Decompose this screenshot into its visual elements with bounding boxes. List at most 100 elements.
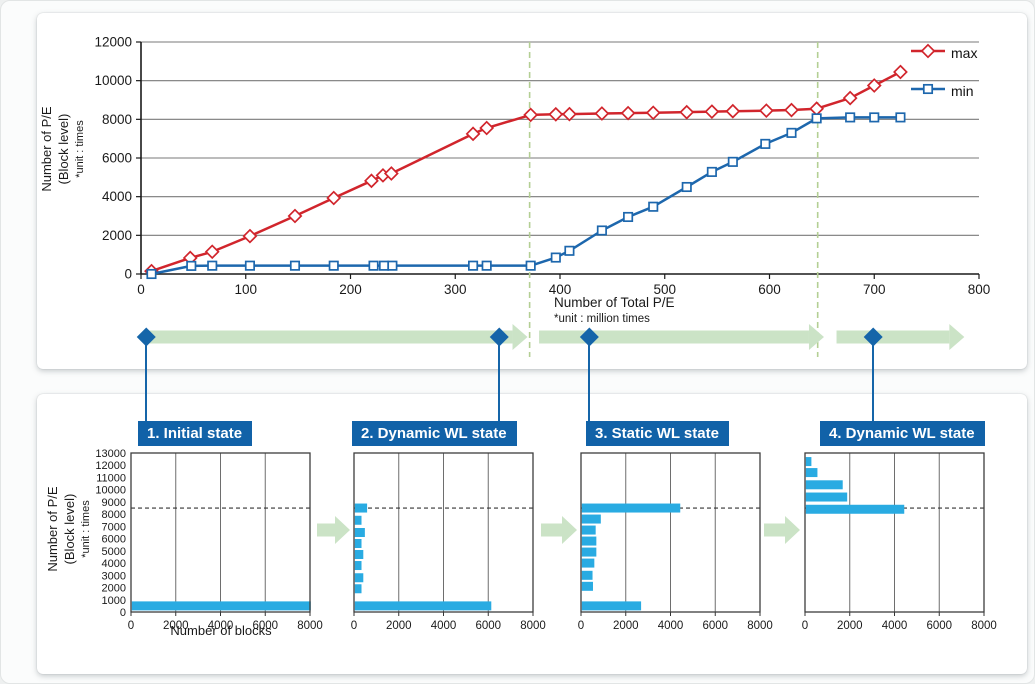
- pe-count-bar: [354, 561, 362, 571]
- svg-text:5000: 5000: [102, 546, 126, 558]
- pe-count-bar: [131, 601, 311, 611]
- plot-area: 0 2000 4000 6000 8000 10000 12000 0 100 200 300 400…: [94, 35, 991, 357]
- svg-text:2000: 2000: [613, 620, 639, 632]
- x-axis-title-unit: *unit : million times: [554, 313, 650, 326]
- svg-text:11000: 11000: [96, 472, 126, 484]
- svg-text:0: 0: [137, 282, 145, 297]
- svg-text:4000: 4000: [882, 620, 908, 632]
- svg-text:2000: 2000: [386, 620, 412, 632]
- blocks-x-axis-title: Number of blocks: [170, 623, 272, 638]
- pe-count-bar: [581, 581, 593, 591]
- state-transition-arrows: [317, 516, 800, 544]
- svg-text:500: 500: [653, 282, 676, 297]
- legend-item-max: max: [911, 43, 977, 62]
- pe-count-bar: [805, 504, 905, 514]
- pe-count-bar: [354, 550, 364, 560]
- mini-plot: 0 2000 4000 6000 8000: [578, 452, 773, 632]
- svg-text:9000: 9000: [102, 497, 126, 509]
- svg-text:12000: 12000: [94, 35, 132, 50]
- svg-text:10000: 10000: [95, 485, 126, 497]
- svg-text:8000: 8000: [971, 620, 997, 632]
- pe-trend-panel: Number of P/E (Block level) *unit : time…: [37, 13, 1027, 369]
- state-connector-line-3: [588, 337, 591, 421]
- svg-text:6000: 6000: [926, 620, 952, 632]
- svg-text:0: 0: [578, 620, 584, 632]
- svg-text:8000: 8000: [102, 112, 132, 127]
- svg-text:10000: 10000: [94, 73, 132, 88]
- svg-text:4000: 4000: [208, 620, 234, 632]
- svg-text:0: 0: [128, 620, 134, 632]
- pe-count-bar: [805, 457, 812, 467]
- histogram-static-wl: 0 2000 4000 6000 8000: [578, 452, 773, 632]
- svg-text:2000: 2000: [102, 228, 132, 243]
- svg-text:4000: 4000: [102, 189, 132, 204]
- legend-max-marker-icon: [911, 43, 945, 62]
- pe-count-bar: [581, 525, 596, 535]
- mini-plot: 0 2000 4000 6000 8000: [802, 452, 997, 632]
- legend-item-min: min: [911, 81, 974, 100]
- x-axis-title-text: Number of Total P/E: [554, 295, 675, 310]
- pe-count-bar: [354, 601, 492, 611]
- state-connector-line-4: [872, 337, 875, 421]
- wl-states-panel: Number of P/E (Block level) *unit : time…: [37, 394, 1027, 674]
- svg-text:700: 700: [863, 282, 886, 297]
- legend-min-label: min: [951, 82, 974, 99]
- svg-text:8000: 8000: [297, 620, 323, 632]
- svg-text:300: 300: [444, 282, 467, 297]
- svg-text:0: 0: [120, 607, 126, 619]
- pe-count-bar: [354, 515, 362, 525]
- pe-count-bar: [581, 570, 593, 580]
- state-label-initial: 1. Initial state: [138, 421, 253, 446]
- svg-text:100: 100: [234, 282, 257, 297]
- pe-count-bar: [354, 584, 362, 594]
- histogram-dynamic-wl-2: 0 2000 4000 6000 8000: [802, 452, 997, 632]
- svg-text:6000: 6000: [252, 620, 278, 632]
- svg-text:3000: 3000: [102, 570, 126, 582]
- svg-text:8000: 8000: [747, 620, 773, 632]
- pe-count-bar: [354, 503, 368, 513]
- svg-text:400: 400: [549, 282, 572, 297]
- svg-text:0: 0: [802, 620, 808, 632]
- histogram-initial-state: 0 2000 4000 6000 800013000120001100010000900…: [95, 448, 322, 632]
- pe-count-bar: [354, 573, 364, 583]
- svg-text:4000: 4000: [658, 620, 684, 632]
- legend-min-marker-icon: [911, 81, 945, 100]
- pe-trend-chart: 0 2000 4000 6000 8000 10000 12000 0 100 200 300 400…: [94, 35, 991, 357]
- svg-text:1000: 1000: [102, 595, 126, 607]
- svg-text:6000: 6000: [102, 534, 126, 546]
- state-connector-line-1: [145, 337, 148, 421]
- histogram-dynamic-wl-1: 0 2000 4000 6000 8000: [351, 452, 546, 632]
- pe-timeline: [136, 324, 965, 350]
- state-label-static-wl: 3. Static WL state: [586, 421, 729, 446]
- svg-text:7000: 7000: [102, 521, 126, 533]
- svg-text:600: 600: [758, 282, 781, 297]
- svg-text:2000: 2000: [163, 620, 189, 632]
- mini-plot: 0 2000 4000 6000 8000: [351, 452, 546, 632]
- svg-text:4000: 4000: [102, 558, 126, 570]
- top-x-axis-title: Number of Total P/E *unit : million time…: [554, 294, 675, 328]
- pe-count-bar: [581, 503, 681, 513]
- pe-count-bar: [581, 547, 597, 557]
- svg-text:8000: 8000: [102, 509, 126, 521]
- state-label-dynamic-wl-2: 4. Dynamic WL state: [820, 421, 985, 446]
- svg-text:800: 800: [968, 282, 991, 297]
- mini-plot: 0 2000 4000 6000 800013000120001100010000900…: [95, 448, 322, 632]
- svg-text:2000: 2000: [837, 620, 863, 632]
- pe-count-bar: [581, 514, 601, 524]
- legend-max-label: max: [951, 44, 978, 61]
- svg-text:4000: 4000: [431, 620, 457, 632]
- svg-text:6000: 6000: [475, 620, 501, 632]
- svg-text:2000: 2000: [102, 583, 126, 595]
- svg-text:8000: 8000: [520, 620, 546, 632]
- pe-count-bar: [805, 480, 843, 490]
- pe-count-bar: [581, 536, 597, 546]
- state-label-dynamic-wl-1: 2. Dynamic WL state: [352, 421, 517, 446]
- svg-text:6000: 6000: [102, 151, 132, 166]
- svg-text:200: 200: [339, 282, 362, 297]
- series-min: [146, 112, 906, 280]
- svg-text:12000: 12000: [95, 460, 126, 472]
- svg-text:0: 0: [124, 267, 132, 282]
- series-max: [144, 64, 908, 279]
- pe-count-bar: [805, 468, 818, 478]
